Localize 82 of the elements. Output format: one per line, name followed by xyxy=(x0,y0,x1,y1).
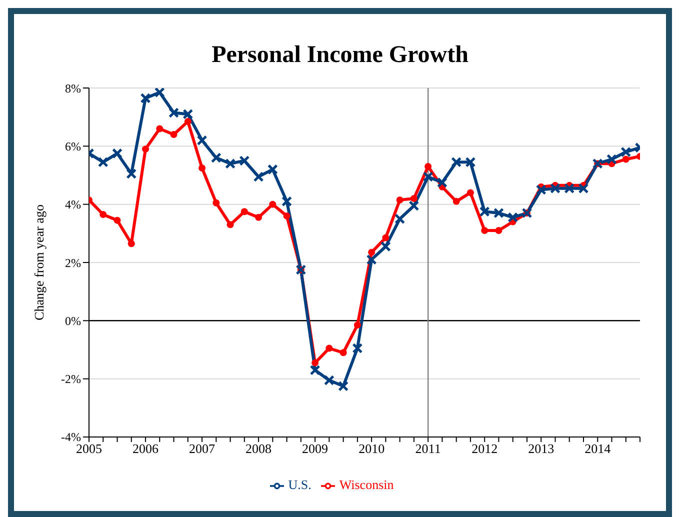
point xyxy=(140,92,151,104)
point xyxy=(253,171,264,182)
point xyxy=(184,118,192,125)
y-tick-label: 8% xyxy=(65,81,81,96)
legend-label: Wisconsin xyxy=(339,476,394,492)
point xyxy=(422,171,434,182)
point xyxy=(465,156,476,168)
point xyxy=(451,156,462,168)
point xyxy=(142,146,150,153)
point xyxy=(239,155,250,166)
point xyxy=(98,156,108,168)
y-tick-label: -2% xyxy=(61,372,81,386)
x-tick-label: 2011 xyxy=(415,441,441,456)
point xyxy=(255,214,262,221)
point xyxy=(156,125,164,132)
point xyxy=(240,208,248,216)
point xyxy=(493,208,504,218)
point xyxy=(324,375,334,386)
point xyxy=(620,146,632,158)
point xyxy=(508,212,518,223)
point xyxy=(226,221,234,228)
y-tick-label: 6% xyxy=(65,139,81,154)
point xyxy=(622,156,630,163)
point xyxy=(310,364,320,376)
point xyxy=(126,168,137,180)
point xyxy=(368,248,376,256)
point xyxy=(282,196,292,207)
point xyxy=(495,227,502,234)
point xyxy=(466,189,474,196)
x-tick-label: 2009 xyxy=(302,441,328,456)
point xyxy=(196,135,208,146)
point xyxy=(354,322,361,329)
point xyxy=(366,254,377,265)
point xyxy=(212,199,220,206)
chart-title: Personal Income Growth xyxy=(210,42,470,70)
point xyxy=(380,241,391,252)
point xyxy=(128,240,135,248)
y-tick-label: 0% xyxy=(65,314,81,328)
point xyxy=(312,359,319,366)
point xyxy=(112,148,123,159)
point xyxy=(283,212,290,220)
x-tick-label: 2013 xyxy=(528,441,554,456)
point xyxy=(424,163,432,170)
point xyxy=(340,349,347,356)
point xyxy=(606,154,617,164)
x-tick-label: 2008 xyxy=(246,441,272,456)
point xyxy=(578,183,589,194)
y-axis-title: Change from year ago xyxy=(32,204,47,320)
point xyxy=(154,88,165,98)
point xyxy=(170,131,178,138)
point xyxy=(352,343,363,354)
point xyxy=(479,206,490,217)
point xyxy=(396,196,404,204)
x-tick-label: 2006 xyxy=(132,441,160,456)
point xyxy=(114,216,121,224)
point xyxy=(100,211,107,218)
point xyxy=(267,164,278,175)
x-tick-label: 2010 xyxy=(358,441,385,456)
point xyxy=(198,164,206,172)
point xyxy=(481,227,488,234)
point xyxy=(410,195,418,202)
point xyxy=(168,107,180,118)
legend-label: U.S. xyxy=(288,476,312,492)
point xyxy=(210,152,222,164)
point xyxy=(338,380,349,392)
y-tick-label: 4% xyxy=(65,198,81,212)
point xyxy=(436,177,448,188)
point xyxy=(225,158,236,169)
point xyxy=(452,198,460,205)
point xyxy=(182,108,194,120)
point xyxy=(564,183,575,194)
point xyxy=(550,183,560,194)
point xyxy=(408,200,420,212)
point xyxy=(536,184,546,196)
point xyxy=(326,344,333,352)
point xyxy=(394,214,406,224)
x-tick-label: 2012 xyxy=(472,441,498,456)
x-tick-label: 2014 xyxy=(584,441,612,456)
point xyxy=(269,200,276,208)
x-tick-label: 2007 xyxy=(189,441,216,456)
y-tick-label: 2% xyxy=(65,256,81,270)
point xyxy=(382,234,390,242)
